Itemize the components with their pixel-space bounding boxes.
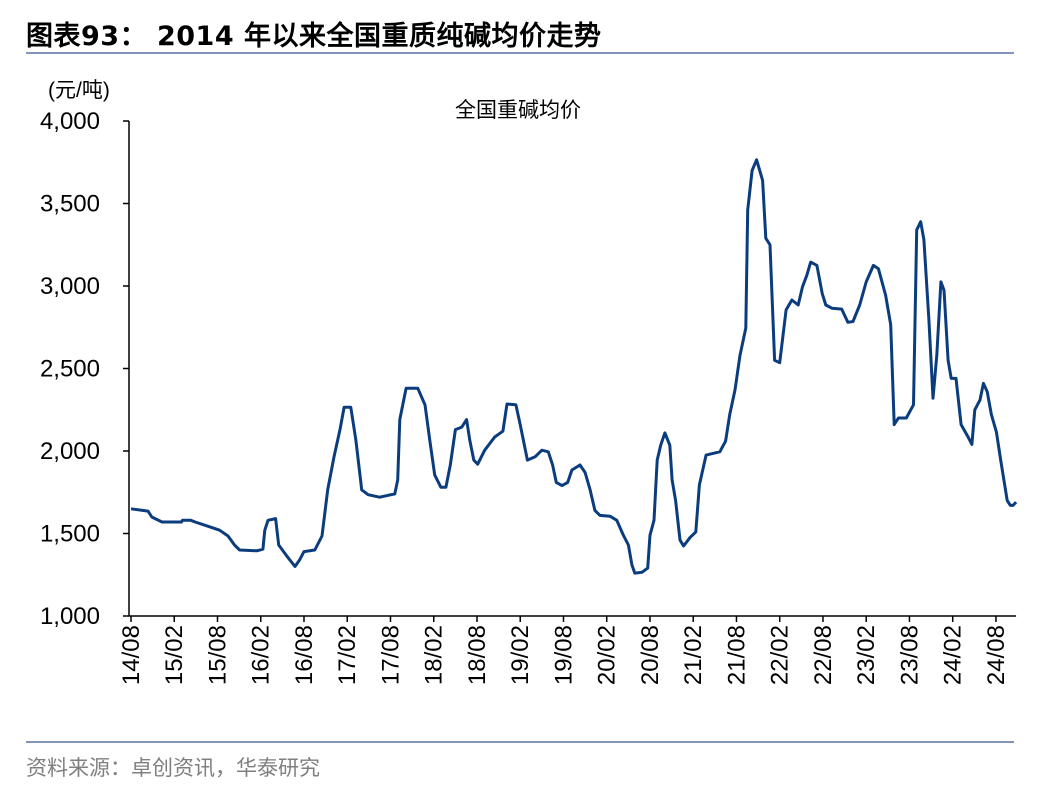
y-tick-label: 2,500 [40,356,100,383]
y-tick-label: 2,000 [40,438,100,465]
x-tick-label: 15/02 [161,625,188,685]
series-line-national-heavy-soda-ash [130,158,1018,575]
x-tick-label: 21/02 [680,625,707,685]
x-tick-label: 22/08 [810,625,837,685]
x-tick-label: 21/08 [723,625,750,685]
y-tick-label: 1,500 [40,521,100,548]
y-tick-label: 3,500 [40,191,100,218]
y-tick-label: 4,000 [40,108,100,135]
title-divider [26,52,1014,54]
x-tick-label: 23/02 [853,625,880,685]
x-tick-label: 19/02 [507,625,534,685]
x-tick-label: 23/08 [896,625,923,685]
x-tick-label: 17/08 [377,625,404,685]
x-tick-label: 16/02 [248,625,275,685]
x-tick-label: 18/08 [464,625,491,685]
x-tick-label: 24/08 [983,625,1010,685]
footer-divider [26,741,1014,743]
price-line-chart: 全国重碱均价 1,000 1,500 2,000 2,500 3,000 3,500 4,0… [40,98,1018,685]
x-tick-label: 20/02 [594,625,621,685]
x-tick-label: 19/08 [550,625,577,685]
x-tick-label: 15/08 [204,625,231,685]
x-tick-label: 24/02 [940,625,967,685]
series-label: 全国重碱均价 [455,98,581,122]
chart-title: 图表93： 2014 年以来全国重质纯碱均价走势 [26,21,602,52]
y-tick-label: 1,000 [40,603,100,630]
x-tick-label: 14/08 [118,625,145,685]
x-tick-label: 20/08 [637,625,664,685]
x-tick-label: 18/02 [421,625,448,685]
x-tick-label: 17/02 [334,625,361,685]
x-tick-label: 16/08 [291,625,318,685]
source-note: 资料来源：卓创资讯，华泰研究 [26,756,320,780]
y-tick-label: 3,000 [40,273,100,300]
x-tick-label: 22/02 [767,625,794,685]
y-axis-unit-label: (元/吨) [48,79,110,102]
